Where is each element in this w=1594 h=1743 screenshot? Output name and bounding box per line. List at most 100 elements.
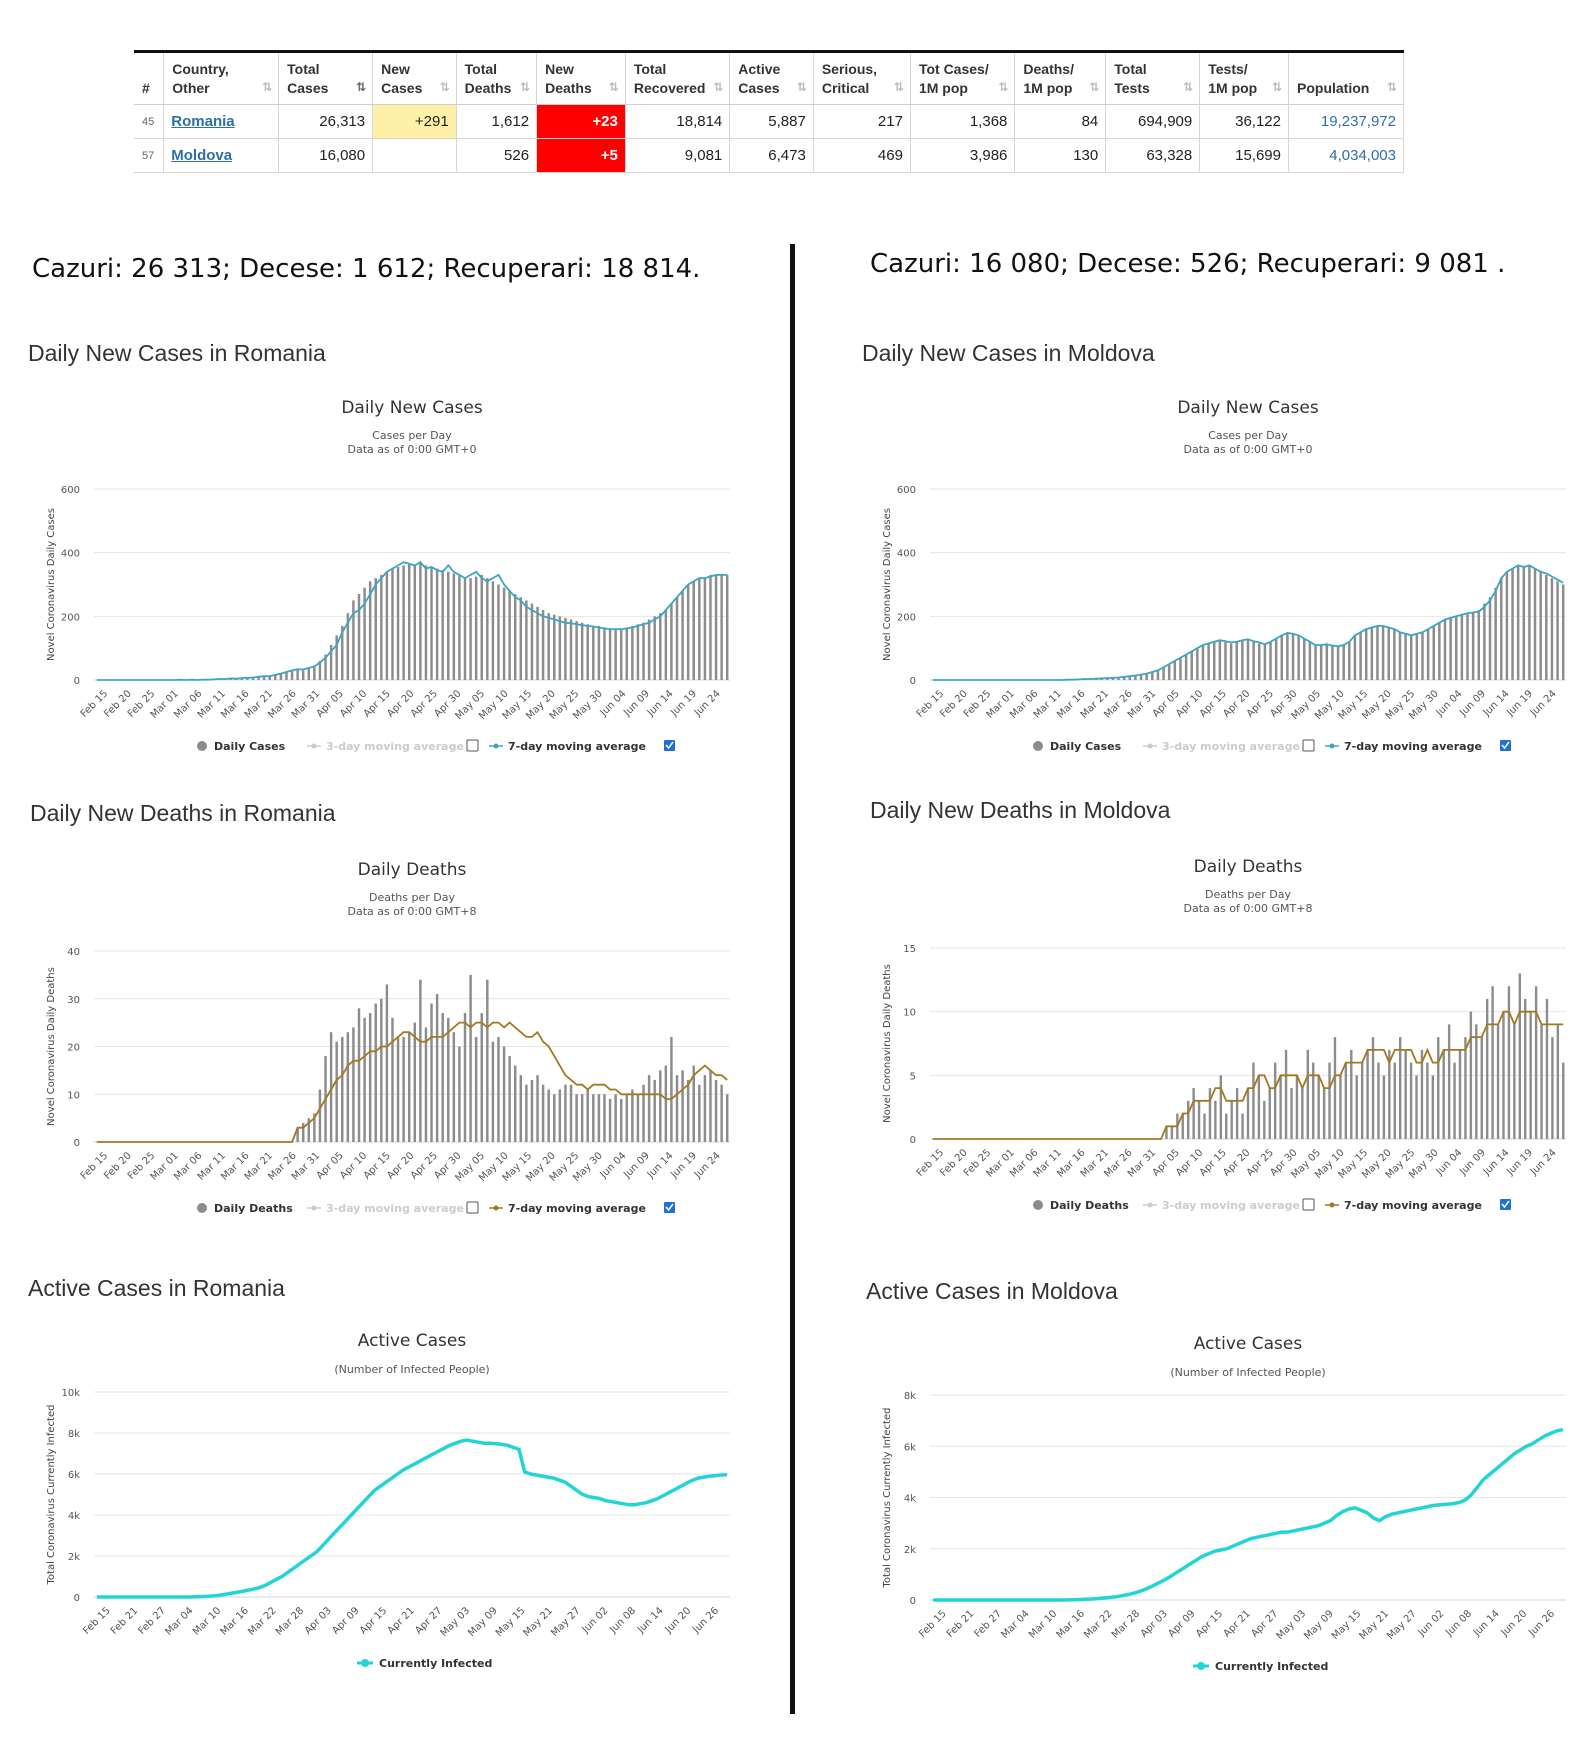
daily-bar [268,676,271,680]
header-serious-critical[interactable]: Serious, Critical ⇅ [813,51,911,105]
header-new-cases[interactable]: New Cases ⇅ [372,51,457,105]
y-tick-label: 0 [910,676,916,687]
daily-bar [675,1075,679,1142]
legend-marker [493,1205,499,1211]
sort-icon[interactable]: ⇅ [1386,80,1397,94]
row-rank: 57 [134,138,165,173]
header-total-tests[interactable]: Total Tests ⇅ [1105,51,1201,105]
legend-label: 7-day moving average [1344,1199,1482,1212]
header-new-deaths[interactable]: New Deaths ⇅ [536,51,626,105]
header-population[interactable]: Population ⇅ [1288,51,1404,105]
legend-label: Currently Infected [1215,1660,1328,1673]
daily-bar [508,590,511,680]
table-header-row: # Country, Other ⇅ Total Cases ⇅ New Cases ⇅ T… [134,51,1404,105]
chart-subtitle: Deaths per Day [369,891,455,904]
header-country[interactable]: Country, Other ⇅ [163,51,280,105]
sort-icon[interactable]: ⇅ [608,80,619,94]
daily-bar [441,1013,444,1142]
cell-total-recovered: 18,814 [625,104,731,139]
legend-marker [1147,743,1153,749]
header-total-cases[interactable]: Total Cases ⇅ [278,51,374,105]
x-tick-label: Jun 24 [1528,688,1559,719]
sort-icon[interactable]: ⇅ [1089,80,1100,94]
daily-bar [603,627,606,680]
covid-stats-table: # Country, Other ⇅ Total Cases ⇅ New Cases ⇅ T… [134,50,1404,173]
sort-icon[interactable]: ⇅ [262,80,273,94]
daily-bar [1122,676,1126,680]
daily-bar [1106,678,1109,680]
legend-marker [361,1659,369,1667]
section-title-ro-active: Active Cases in Romania [28,1275,285,1301]
daily-bar [402,565,405,680]
daily-bar [1458,1049,1462,1139]
x-tick-label: Jun 14 [645,688,676,719]
y-axis-label: Novel Coronavirus Daily Deaths [46,967,57,1126]
daily-bar [631,1089,634,1142]
y-tick-label: 0 [74,1138,80,1149]
daily-bar [486,578,489,680]
sort-icon[interactable]: ⇅ [1271,80,1282,94]
country-link[interactable]: Moldova [171,147,233,164]
daily-bar [1224,641,1227,680]
daily-bar [363,587,366,680]
daily-bar [1325,643,1329,680]
daily-bar [430,1003,433,1142]
daily-bar [530,1079,534,1142]
daily-bar [1511,568,1514,680]
x-tick-label: May 27 [1385,1608,1419,1642]
sort-icon[interactable]: ⇅ [713,80,724,94]
sort-icon[interactable]: ⇅ [796,80,807,94]
sort-icon[interactable]: ⇅ [356,80,367,94]
header-rank[interactable]: # [134,51,165,105]
country-link[interactable]: Romania [171,113,235,130]
daily-bar [486,979,489,1142]
daily-bar [1314,644,1317,680]
daily-bar [1301,1088,1304,1139]
x-tick-label: Jun 20 [663,1605,694,1636]
daily-bar [1533,568,1537,680]
sort-icon[interactable]: ⇅ [1183,80,1194,94]
daily-bar [424,565,428,680]
daily-bar [324,654,327,680]
daily-bar [262,676,266,680]
daily-bar [597,625,601,680]
daily-bar [1480,1037,1483,1139]
daily-bar [419,979,422,1142]
sort-icon[interactable]: ⇅ [893,80,904,94]
sort-icon[interactable]: ⇅ [998,80,1009,94]
chart-title: Active Cases [358,1331,467,1351]
y-tick-label: 600 [61,485,80,496]
legend-label: Daily Deaths [1050,1199,1129,1212]
header-tests-per-1m[interactable]: Tests/1M pop ⇅ [1199,51,1289,105]
daily-bar [463,1013,467,1142]
table-row: 57 Moldova 16,080 526 +5 9,081 6,473 469… [134,138,1404,173]
daily-bar [368,1013,372,1142]
daily-bar [502,1046,506,1142]
daily-bar [1393,1062,1396,1139]
sort-icon[interactable]: ⇅ [439,80,450,94]
daily-bar [647,1075,651,1142]
legend-marker [1147,1202,1153,1208]
header-total-deaths[interactable]: Total Deaths ⇅ [456,51,538,105]
header-deaths-per-1m[interactable]: Deaths/1M pop ⇅ [1014,51,1107,105]
header-total-recovered[interactable]: Total Recovered ⇅ [625,51,731,105]
daily-bar [608,1099,612,1142]
y-tick-label: 4k [904,1494,916,1505]
daily-bar [1290,1088,1293,1139]
sort-icon[interactable]: ⇅ [520,80,531,94]
daily-bar [1442,1049,1445,1139]
chart-subtitle: Data as of 0:00 GMT+0 [348,443,477,456]
header-active-cases[interactable]: Active Cases ⇅ [729,51,814,105]
daily-bar [435,568,439,680]
daily-bar [1551,1037,1554,1139]
x-tick-label: Jun 26 [690,1605,721,1636]
y-tick-label: 0 [74,1593,80,1604]
x-tick-label: Jun 08 [607,1605,638,1636]
daily-bar [1306,1049,1309,1139]
header-cases-per-1m[interactable]: Tot Cases/1M pop ⇅ [910,51,1016,105]
daily-bar [703,578,707,680]
daily-bar [1528,565,1531,680]
legend-checkbox-unchecked [466,1201,479,1214]
